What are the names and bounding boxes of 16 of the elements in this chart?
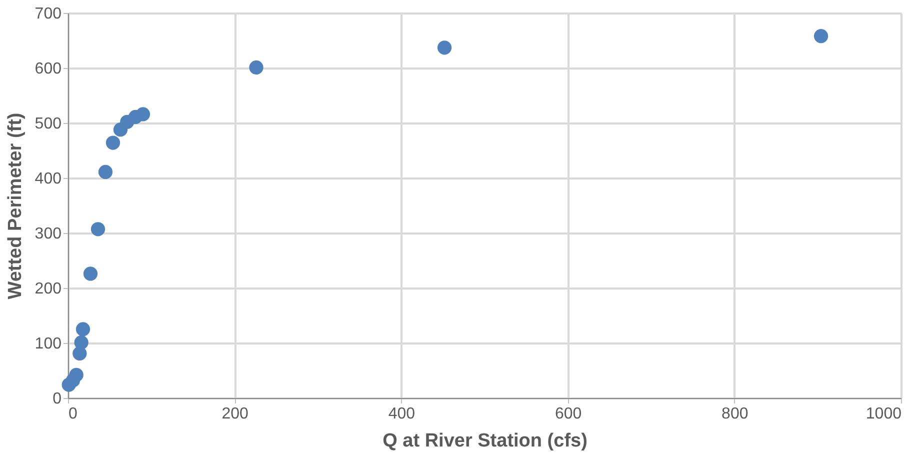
y-tick-label: 300 [34, 226, 62, 242]
x-tick-label: 0 [68, 406, 78, 422]
y-tick-label: 400 [34, 170, 62, 188]
y-tick-label: 200 [34, 280, 62, 298]
y-tick-label: 0 [52, 390, 62, 408]
x-tick-label: 1000 [866, 406, 902, 422]
y-tick-label: 700 [34, 6, 62, 22]
x-axis-title: Q at River Station (cfs) [382, 430, 588, 452]
y-axis-title: Wetted Perimeter (ft) [4, 112, 26, 300]
x-tick-label: 400 [388, 406, 416, 422]
y-tick-label: 500 [34, 116, 62, 132]
x-tick-label: 600 [554, 406, 582, 422]
x-tick-label: 800 [722, 406, 748, 422]
x-tick-label: 200 [222, 406, 249, 422]
y-tick-label: 100 [34, 336, 62, 352]
y-tick-label: 600 [34, 60, 62, 78]
